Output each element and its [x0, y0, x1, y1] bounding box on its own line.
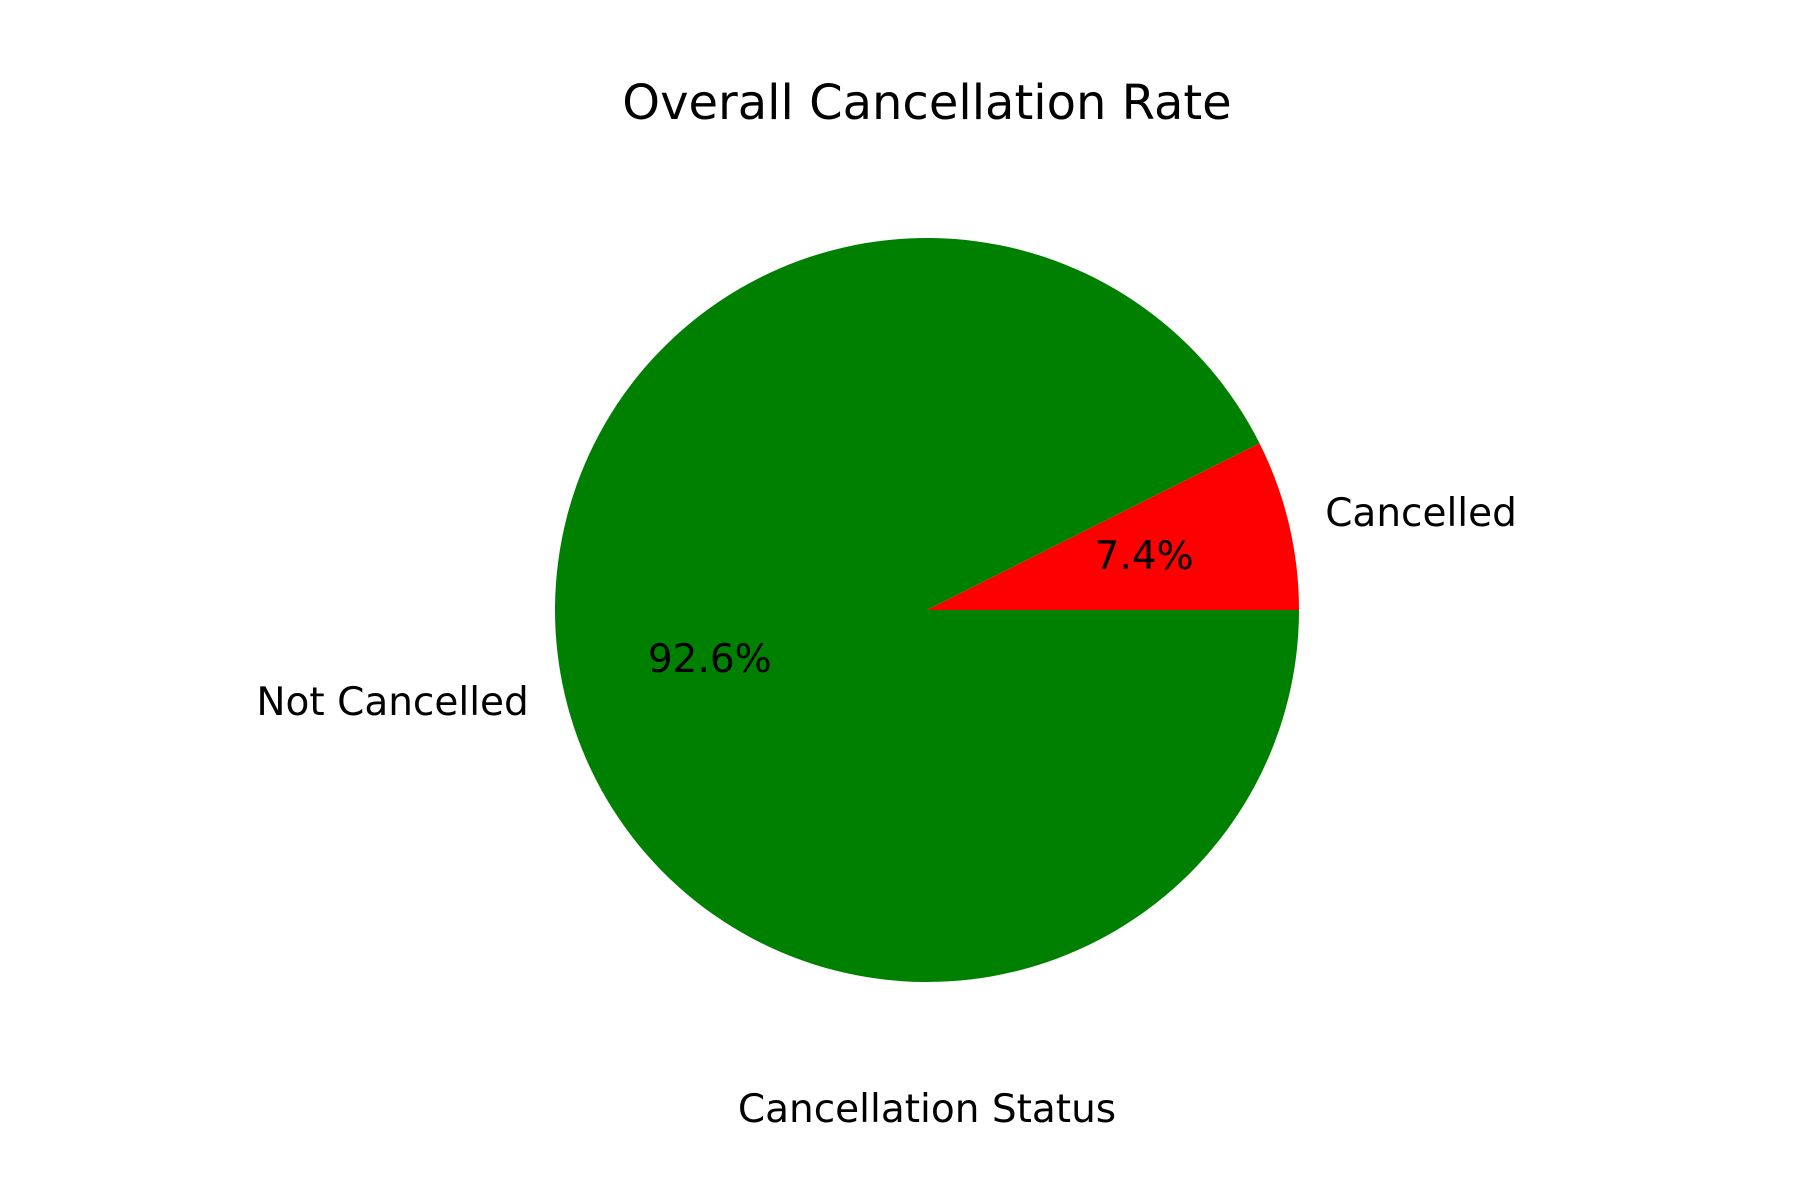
chart-title: Overall Cancellation Rate — [622, 75, 1231, 131]
pie-labels: Cancelled 7.4% Not Cancelled 92.6% — [256, 491, 1517, 725]
slice-percent-cancelled: 7.4% — [1095, 534, 1194, 579]
slice-percent-not-cancelled: 92.6% — [648, 637, 772, 682]
slice-label-not-cancelled: Not Cancelled — [256, 680, 528, 725]
pie-slices — [555, 237, 1299, 982]
pie-slice-cancelled — [927, 443, 1299, 610]
pie-slice-not-cancelled — [555, 237, 1299, 982]
slice-label-cancelled: Cancelled — [1325, 491, 1517, 536]
x-axis-label: Cancellation Status — [738, 1087, 1116, 1132]
